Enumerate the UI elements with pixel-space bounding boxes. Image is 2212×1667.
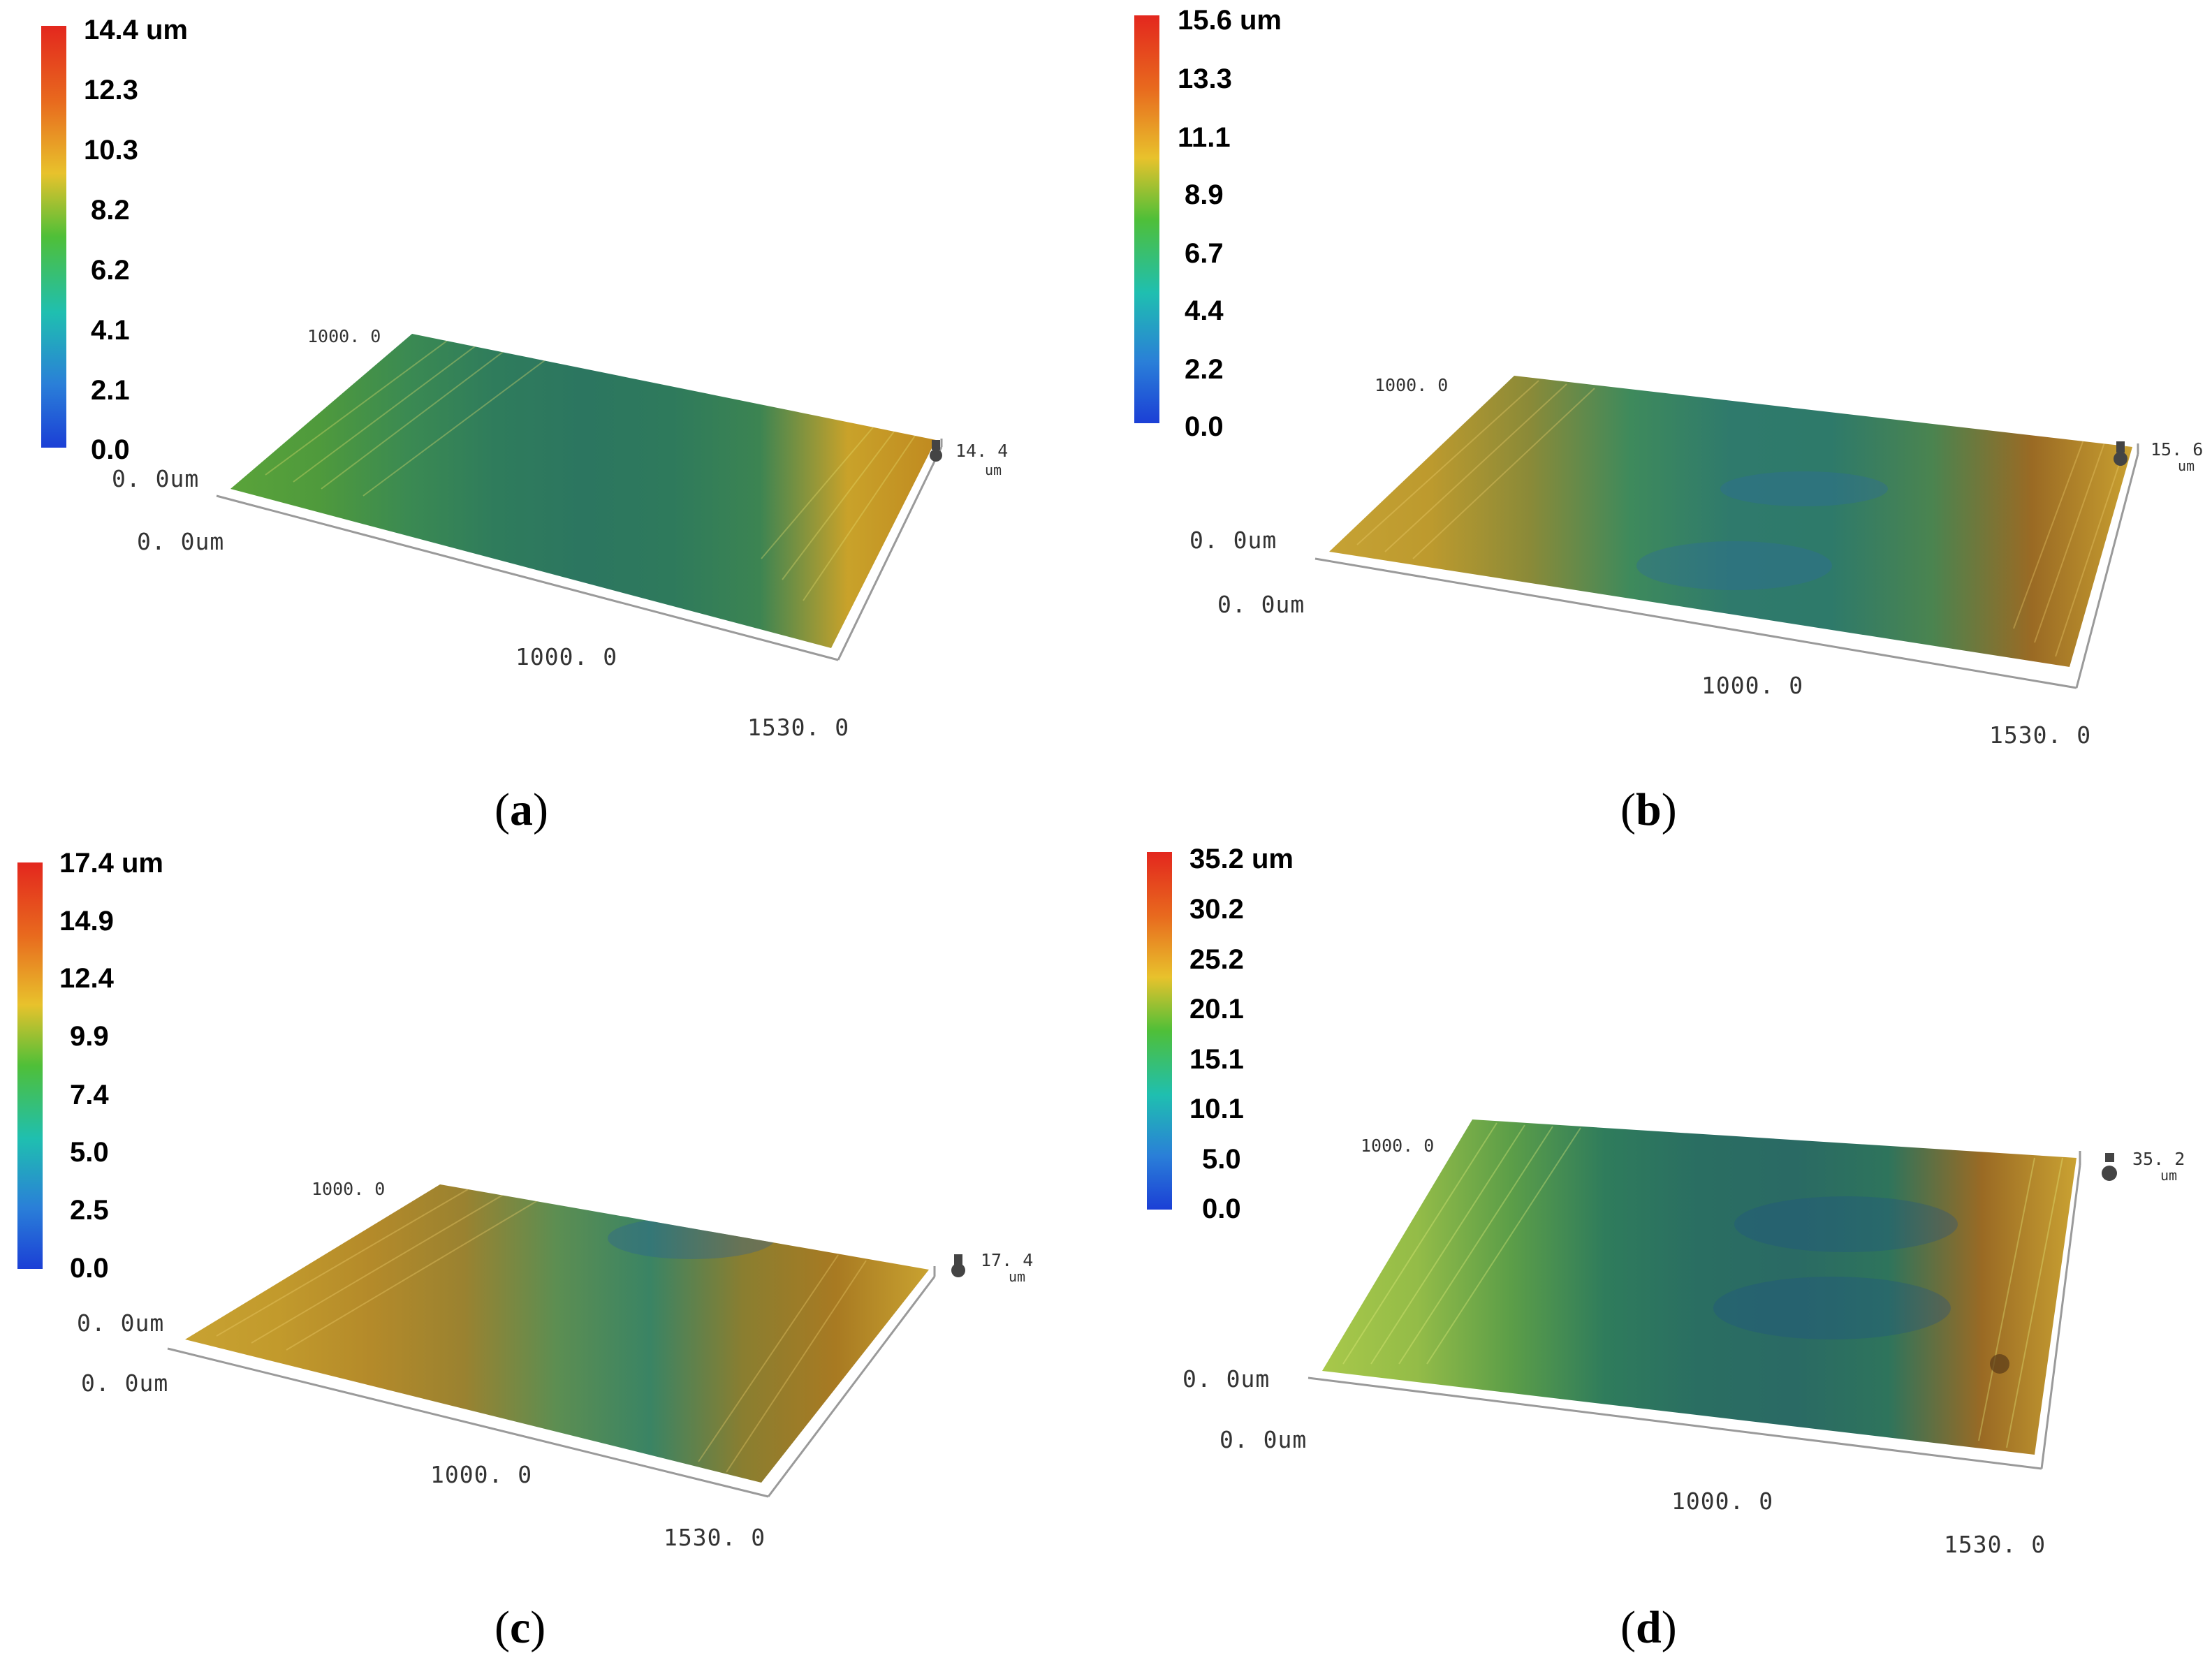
z-max-label: 35. 2 xyxy=(2132,1149,2185,1169)
colorbar-tick: 0.0 xyxy=(91,434,130,465)
colorbar-tick: 11.1 xyxy=(1178,122,1231,153)
surface xyxy=(230,334,936,648)
panel-c: 17.4 um 14.9 12.4 9.9 7.4 5.0 2.5 0.0 10… xyxy=(0,833,1106,1666)
colorbar-tick: 9.9 xyxy=(70,1021,109,1052)
axes xyxy=(167,1266,936,1498)
origin-label-bottom: 0. 0um xyxy=(1219,1426,1307,1453)
colorbar-tick: 4.1 xyxy=(91,315,130,346)
y-axis-label: 1000. 0 xyxy=(307,326,381,346)
colorbar-ticks: 35.2 um 30.2 25.2 20.1 15.1 10.1 5.0 0.0 xyxy=(1189,844,1294,1224)
colorbar-ticks: 14.4 um 12.3 10.3 8.2 6.2 4.1 2.1 0.0 xyxy=(84,15,188,465)
z-marker-cap-icon xyxy=(932,440,940,450)
colorbar-tick: 10.3 xyxy=(84,135,138,166)
colorbar-tick: 5.0 xyxy=(1202,1144,1241,1175)
panel-d: 35.2 um 30.2 25.2 20.1 15.1 10.1 5.0 0.0… xyxy=(1106,833,2211,1666)
colorbar-tick: 12.3 xyxy=(84,75,138,105)
axes xyxy=(216,439,943,661)
z-unit-label: um xyxy=(985,462,1002,478)
colorbar-tick: 8.2 xyxy=(91,195,130,226)
axes xyxy=(1314,443,2139,689)
colorbar-ticks: 17.4 um 14.9 12.4 9.9 7.4 5.0 2.5 0.0 xyxy=(59,848,163,1284)
colorbar-tick: 12.4 xyxy=(59,963,115,994)
colorbar-tick: 13.3 xyxy=(1178,64,1232,94)
colorbar-tick: 2.2 xyxy=(1185,354,1224,385)
z-unit-label: um xyxy=(2178,457,2195,474)
origin-label-bottom: 0. 0um xyxy=(1217,591,1305,618)
colorbar-tick: 2.5 xyxy=(70,1195,109,1226)
surface xyxy=(1329,376,2132,667)
colorbar-tick: 4.4 xyxy=(1185,295,1224,326)
colorbar-tick: 0.0 xyxy=(70,1253,109,1284)
colorbar xyxy=(1147,852,1172,1210)
colorbar-tick: 6.2 xyxy=(91,255,130,286)
colorbar-tick: 5.0 xyxy=(70,1137,109,1168)
panel-caption: (a) xyxy=(495,784,548,835)
panel-caption: (d) xyxy=(1620,1602,1677,1653)
z-marker-cap-icon xyxy=(954,1254,962,1265)
z-marker-icon xyxy=(2114,452,2127,466)
surface-plot-c: 17.4 um 14.9 12.4 9.9 7.4 5.0 2.5 0.0 10… xyxy=(17,848,1033,1551)
colorbar-tick: 35.2 um xyxy=(1189,844,1294,874)
x-axis-label-mid: 1000. 0 xyxy=(1701,672,1803,699)
panel-caption: (b) xyxy=(1620,784,1677,835)
colorbar-tick: 15.6 um xyxy=(1178,5,1282,36)
colorbar-tick: 7.4 xyxy=(70,1080,109,1110)
colorbar xyxy=(41,26,66,448)
colorbar-tick: 14.9 xyxy=(59,906,114,937)
origin-label-top: 0. 0um xyxy=(1182,1365,1270,1393)
y-axis-label: 1000. 0 xyxy=(1375,375,1448,395)
z-max-label: 17. 4 xyxy=(981,1250,1033,1270)
x-axis-label-mid: 1000. 0 xyxy=(515,643,617,670)
z-max-label: 14. 4 xyxy=(955,441,1008,461)
colorbar-tick: 25.2 xyxy=(1189,944,1244,975)
colorbar-tick: 15.1 xyxy=(1189,1044,1244,1075)
colorbar-tick: 2.1 xyxy=(91,375,130,406)
colorbar-tick: 20.1 xyxy=(1189,994,1244,1025)
colorbar-tick: 0.0 xyxy=(1202,1194,1241,1224)
surface-plot-b: 15.6 um 13.3 11.1 8.9 6.7 4.4 2.2 0.0 10… xyxy=(1134,5,2203,749)
y-axis-label: 1000. 0 xyxy=(1361,1136,1434,1156)
colorbar xyxy=(1134,15,1159,423)
z-marker-icon xyxy=(2102,1166,2117,1181)
z-marker-cap-icon xyxy=(2116,441,2125,453)
surface-plot-a: 14.4 um 12.3 10.3 8.2 6.2 4.1 2.1 0.0 10… xyxy=(41,15,1008,741)
colorbar xyxy=(17,862,43,1269)
origin-label-bottom: 0. 0um xyxy=(137,528,224,555)
x-axis-label-mid: 1000. 0 xyxy=(1671,1488,1773,1515)
colorbar-tick: 0.0 xyxy=(1185,411,1224,442)
surface xyxy=(185,1184,929,1483)
z-marker-icon xyxy=(930,449,942,462)
panel-b: 15.6 um 13.3 11.1 8.9 6.7 4.4 2.2 0.0 10… xyxy=(1106,0,2211,835)
panel-a: 14.4 um 12.3 10.3 8.2 6.2 4.1 2.1 0.0 10… xyxy=(0,0,1106,835)
surface-pit xyxy=(1990,1354,2009,1374)
origin-label-bottom: 0. 0um xyxy=(81,1369,168,1397)
colorbar-tick: 14.4 um xyxy=(84,15,188,45)
colorbar-tick: 6.7 xyxy=(1185,238,1224,269)
z-marker-cap-icon xyxy=(2105,1153,2114,1162)
surface xyxy=(1322,1119,2077,1455)
surface-plot-d: 35.2 um 30.2 25.2 20.1 15.1 10.1 5.0 0.0… xyxy=(1147,844,2185,1558)
z-unit-label: um xyxy=(2160,1167,2177,1184)
origin-label-top: 0. 0um xyxy=(112,465,199,492)
origin-label-top: 0. 0um xyxy=(77,1309,164,1337)
z-marker-icon xyxy=(951,1263,965,1277)
x-axis-label-end: 1530. 0 xyxy=(664,1524,766,1551)
z-unit-label: um xyxy=(1009,1268,1025,1285)
colorbar-tick: 8.9 xyxy=(1185,179,1224,210)
colorbar-tick: 17.4 um xyxy=(59,848,163,879)
panel-caption: (c) xyxy=(495,1602,546,1653)
colorbar-tick: 10.1 xyxy=(1189,1094,1244,1124)
colorbar-ticks: 15.6 um 13.3 11.1 8.9 6.7 4.4 2.2 0.0 xyxy=(1178,5,1282,442)
colorbar-tick: 30.2 xyxy=(1189,894,1244,925)
y-axis-label: 1000. 0 xyxy=(312,1179,385,1199)
x-axis-label-mid: 1000. 0 xyxy=(430,1461,532,1488)
x-axis-label-end: 1530. 0 xyxy=(1989,721,2091,749)
z-max-label: 15. 6 xyxy=(2151,439,2203,460)
x-axis-label-end: 1530. 0 xyxy=(747,714,849,741)
x-axis-label-end: 1530. 0 xyxy=(1944,1531,2046,1558)
axes xyxy=(1308,1151,2081,1470)
origin-label-top: 0. 0um xyxy=(1189,527,1277,554)
